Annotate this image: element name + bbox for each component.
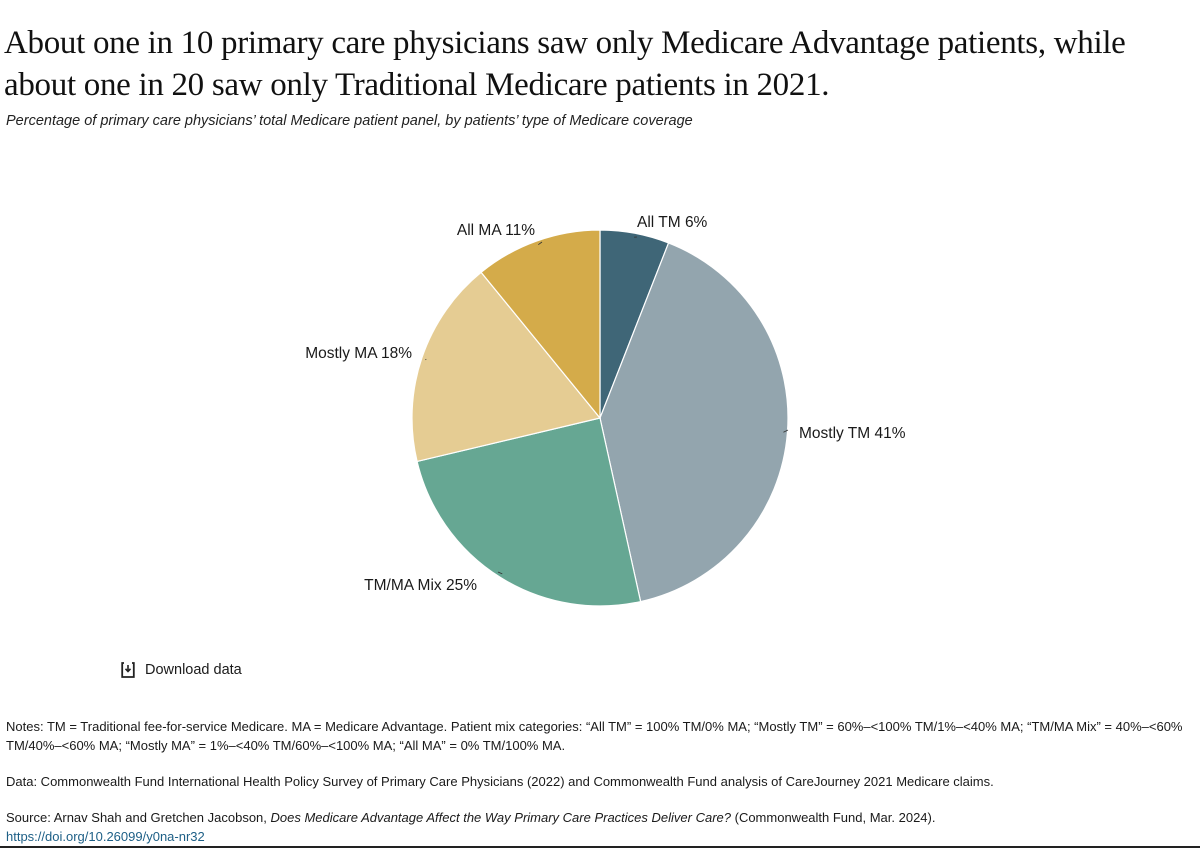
pie-slice-all-ma <box>480 229 601 420</box>
slice-label: Mostly TM 41% <box>799 425 906 442</box>
slice-label: TM/MA Mix 25% <box>364 577 477 594</box>
source-suffix: (Commonwealth Fund, Mar. 2024). <box>731 810 936 825</box>
chart-subtitle: Percentage of primary care physicians’ t… <box>6 113 693 129</box>
download-icon <box>121 662 135 678</box>
slice-label: All MA 11% <box>457 222 535 239</box>
download-data-label: Download data <box>145 662 242 678</box>
doi-link[interactable]: https://doi.org/10.26099/y0na-nr32 <box>6 829 205 844</box>
slice-label: Mostly MA 18% <box>305 345 412 362</box>
pie-slice-tm-ma-mix <box>416 417 642 607</box>
source-title: Does Medicare Advantage Affect the Way P… <box>270 810 731 825</box>
notes-section: Notes: TM = Traditional fee-for-service … <box>6 717 1186 846</box>
data-text: Data: Commonwealth Fund International He… <box>6 774 994 789</box>
source-text: Source: Arnav Shah and Gretchen Jacobson… <box>6 808 1186 846</box>
slice-label: All TM 6% <box>637 214 708 231</box>
pie-slice-mostly-ma <box>411 271 602 463</box>
leader-line <box>497 571 503 575</box>
pie-slice-mostly-tm <box>599 242 789 603</box>
chart-header: About one in 10 primary care physicians … <box>4 22 1196 130</box>
leader-line <box>538 241 543 245</box>
notes-text: Notes: TM = Traditional fee-for-service … <box>6 719 1183 753</box>
download-data-button[interactable]: Download data <box>121 662 242 678</box>
pie-chart: All TM 6% Mostly TM 41% TM/MA Mix 25% Mostl… <box>305 214 906 607</box>
leader-line <box>783 429 789 433</box>
source-prefix: Source: Arnav Shah and Gretchen Jacobson… <box>6 810 271 825</box>
chart-title: About one in 10 primary care physicians … <box>4 25 1126 103</box>
bottom-rule <box>0 846 1200 848</box>
